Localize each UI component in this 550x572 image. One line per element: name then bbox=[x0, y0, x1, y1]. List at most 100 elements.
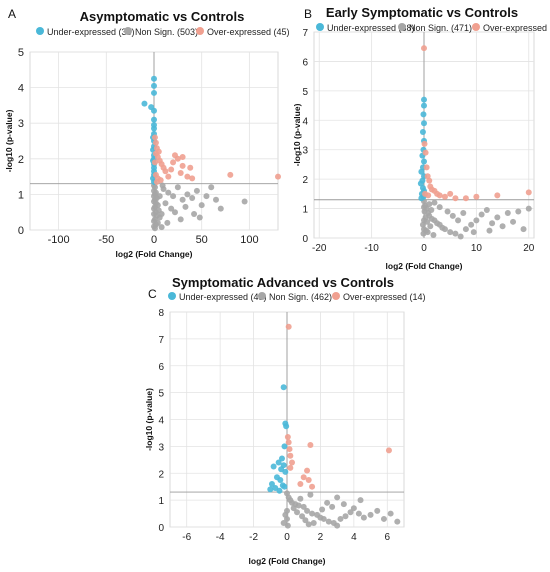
panel-b: -20 -10 0 10 20 0 1 2 3 4 5 6 7 Early Symptomatic vs … bbox=[292, 5, 550, 271]
data-point bbox=[342, 513, 349, 520]
y-tick-label: 8 bbox=[158, 308, 164, 319]
data-point bbox=[515, 208, 522, 215]
x-axis-label: log2 (Fold Change) bbox=[386, 261, 463, 271]
data-point bbox=[510, 218, 517, 225]
data-point bbox=[473, 193, 480, 200]
data-point bbox=[337, 515, 344, 522]
data-point bbox=[281, 483, 288, 490]
legend-marker bbox=[472, 23, 480, 31]
data-point bbox=[158, 210, 165, 217]
data-point bbox=[300, 503, 307, 510]
data-point bbox=[141, 100, 148, 107]
data-point bbox=[427, 223, 434, 230]
data-point bbox=[170, 193, 177, 200]
series-over bbox=[421, 45, 532, 202]
y-tick-label: 6 bbox=[158, 362, 164, 373]
data-point bbox=[304, 467, 311, 474]
x-tick-label: 100 bbox=[240, 234, 258, 246]
data-point bbox=[418, 195, 425, 202]
y-tick-label: 6 bbox=[302, 57, 308, 68]
data-point bbox=[179, 162, 186, 169]
series-over bbox=[151, 134, 281, 185]
legend-marker bbox=[36, 27, 44, 35]
chart-title: Symptomatic Advanced vs Controls bbox=[172, 275, 394, 290]
data-point bbox=[525, 189, 532, 196]
x-tick-label: -20 bbox=[312, 243, 327, 254]
data-point bbox=[184, 173, 191, 180]
data-point bbox=[360, 514, 367, 521]
data-point bbox=[151, 116, 157, 123]
x-tick-label: 20 bbox=[523, 243, 535, 254]
data-point bbox=[281, 443, 288, 450]
data-point bbox=[283, 423, 290, 430]
series-under bbox=[267, 384, 290, 494]
x-tick-label: -100 bbox=[48, 234, 70, 246]
data-point bbox=[268, 481, 275, 487]
x-axis-label: log2 (Fold Change) bbox=[116, 249, 193, 259]
data-point bbox=[421, 140, 428, 147]
data-point bbox=[289, 459, 296, 466]
data-point bbox=[151, 159, 158, 166]
data-point bbox=[421, 45, 427, 52]
data-point bbox=[473, 217, 480, 224]
y-tick-label: 0 bbox=[18, 225, 24, 237]
panel-a: -100 -50 0 50 100 0 1 2 3 4 5 Asymptomatic vs Contr… bbox=[4, 7, 290, 259]
data-point bbox=[494, 192, 501, 199]
data-point bbox=[151, 225, 158, 232]
data-point bbox=[499, 223, 506, 230]
data-point bbox=[374, 507, 381, 514]
data-point bbox=[300, 474, 307, 481]
data-point bbox=[380, 515, 387, 522]
x-tick-label: 2 bbox=[318, 532, 324, 543]
y-tick-label: 1 bbox=[302, 205, 308, 216]
data-point bbox=[151, 75, 157, 82]
data-point bbox=[196, 214, 203, 221]
data-point bbox=[426, 177, 433, 184]
data-point bbox=[421, 204, 427, 211]
data-point bbox=[504, 209, 511, 216]
legend-label: Under-expressed (35) bbox=[47, 27, 135, 37]
data-point bbox=[168, 166, 175, 173]
data-point bbox=[334, 494, 341, 501]
y-tick-label: 1 bbox=[18, 189, 24, 201]
legend-label: Non Sign. (471) bbox=[409, 23, 472, 33]
legend-label: Under-expressed (45) bbox=[179, 292, 267, 302]
x-tick-label: 0 bbox=[421, 243, 427, 254]
data-point bbox=[177, 170, 184, 177]
data-point bbox=[304, 507, 311, 514]
data-point bbox=[267, 486, 274, 493]
panel-c: -6 -4 -2 0 2 4 6 0 1 2 3 4 5 6 7 8 Symptomatic Advanced … bbox=[144, 275, 426, 566]
data-point bbox=[165, 189, 172, 196]
data-point bbox=[447, 229, 454, 236]
data-point bbox=[170, 159, 177, 166]
data-point bbox=[441, 226, 448, 233]
chart-title: Early Symptomatic vs Controls bbox=[326, 5, 518, 20]
legend-label: Over-expressed (14) bbox=[343, 292, 426, 302]
series-ns bbox=[151, 182, 248, 232]
data-point bbox=[159, 182, 166, 189]
x-tick-label: -10 bbox=[364, 243, 379, 254]
data-point bbox=[436, 204, 443, 211]
series-ns bbox=[419, 198, 532, 240]
data-point bbox=[421, 120, 427, 127]
data-point bbox=[302, 517, 309, 524]
y-tick-label: 0 bbox=[158, 523, 164, 534]
data-point bbox=[420, 111, 427, 118]
data-point bbox=[350, 505, 357, 512]
data-point bbox=[309, 510, 316, 517]
data-point bbox=[305, 521, 312, 528]
data-point bbox=[191, 210, 198, 217]
data-point bbox=[286, 446, 293, 453]
data-point bbox=[203, 193, 210, 200]
legend-label: Under-expressed (38) bbox=[327, 23, 415, 33]
legend-label: Over-expressed (25) bbox=[483, 23, 550, 33]
data-point bbox=[478, 211, 485, 218]
data-point bbox=[284, 433, 291, 440]
data-point bbox=[177, 216, 184, 223]
data-point bbox=[151, 82, 157, 89]
x-tick-label: 50 bbox=[196, 234, 208, 246]
data-point bbox=[285, 439, 292, 446]
y-tick-label: 7 bbox=[302, 28, 308, 39]
x-tick-label: -4 bbox=[216, 532, 225, 543]
y-tick-label: 3 bbox=[18, 118, 24, 130]
